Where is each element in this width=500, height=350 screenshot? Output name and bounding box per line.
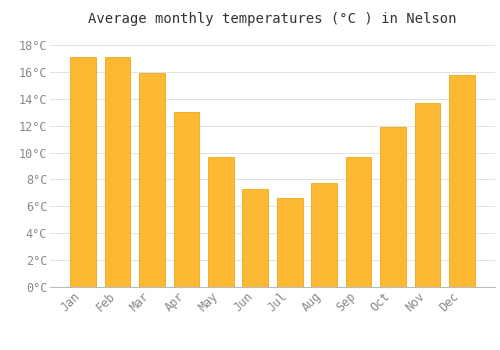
Bar: [174, 112, 200, 287]
Bar: [277, 198, 302, 287]
Bar: [414, 103, 440, 287]
Bar: [70, 57, 96, 287]
Bar: [346, 156, 372, 287]
Bar: [380, 127, 406, 287]
Bar: [208, 156, 234, 287]
Bar: [104, 57, 130, 287]
Bar: [242, 189, 268, 287]
Bar: [311, 183, 337, 287]
Bar: [139, 73, 165, 287]
Title: Average monthly temperatures (°C ) in Nelson: Average monthly temperatures (°C ) in Ne…: [88, 12, 457, 26]
Bar: [449, 75, 475, 287]
